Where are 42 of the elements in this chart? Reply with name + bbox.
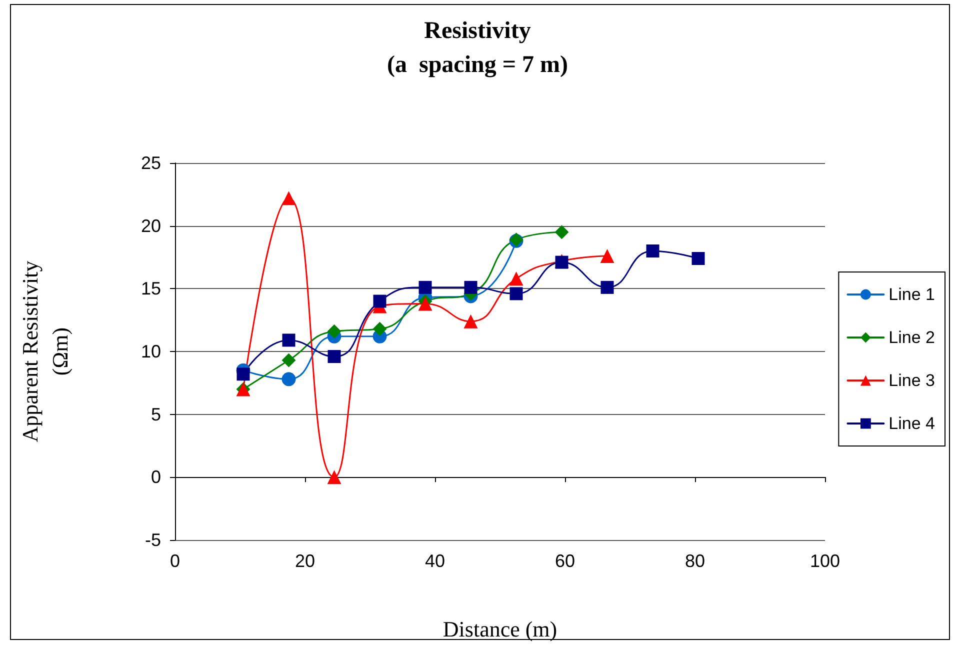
x-tick-label: 100	[810, 551, 840, 571]
y-tick-label: 0	[150, 467, 161, 488]
x-tick-label: 60	[554, 551, 576, 571]
point	[600, 280, 614, 294]
y-tick-label: 10	[140, 342, 161, 362]
point	[510, 287, 523, 300]
y-tick-label: -5	[144, 530, 161, 550]
y-tick-label: 15	[140, 278, 161, 299]
legend-label: Line 1	[888, 285, 936, 304]
chart-title: Resistivity	[424, 18, 531, 44]
point	[692, 252, 705, 266]
point	[464, 314, 478, 328]
point	[373, 294, 386, 308]
point	[327, 324, 342, 338]
x-tick-label: 40	[424, 551, 446, 571]
y-axis-title: Apparent Resistivity (Ωm)	[18, 260, 72, 442]
point	[646, 244, 660, 258]
x-tick-label: 80	[684, 551, 706, 571]
legend-label: Line 4	[888, 414, 936, 433]
legend-label: Line 3	[888, 371, 936, 390]
point	[600, 248, 614, 263]
x-axis-title: Distance (m)	[442, 616, 558, 642]
point	[328, 350, 341, 364]
y-tick-label: 5	[150, 404, 161, 424]
x-tick-label: 0	[170, 551, 180, 571]
x-tick-label: 20	[294, 551, 316, 571]
point	[418, 296, 432, 311]
point	[236, 368, 250, 381]
point	[554, 225, 569, 240]
point	[418, 280, 432, 294]
point	[464, 280, 478, 294]
chart-subtitle: (a spacing = 7 m)	[386, 52, 568, 78]
point	[509, 272, 524, 286]
point	[372, 322, 387, 336]
point	[282, 334, 296, 347]
y-tick-label: 25	[140, 153, 161, 173]
point	[327, 470, 342, 484]
point	[282, 353, 296, 368]
y-tick-label: 20	[140, 216, 161, 236]
legend-label: Line 2	[888, 328, 936, 347]
point	[282, 372, 296, 386]
point	[282, 191, 296, 206]
